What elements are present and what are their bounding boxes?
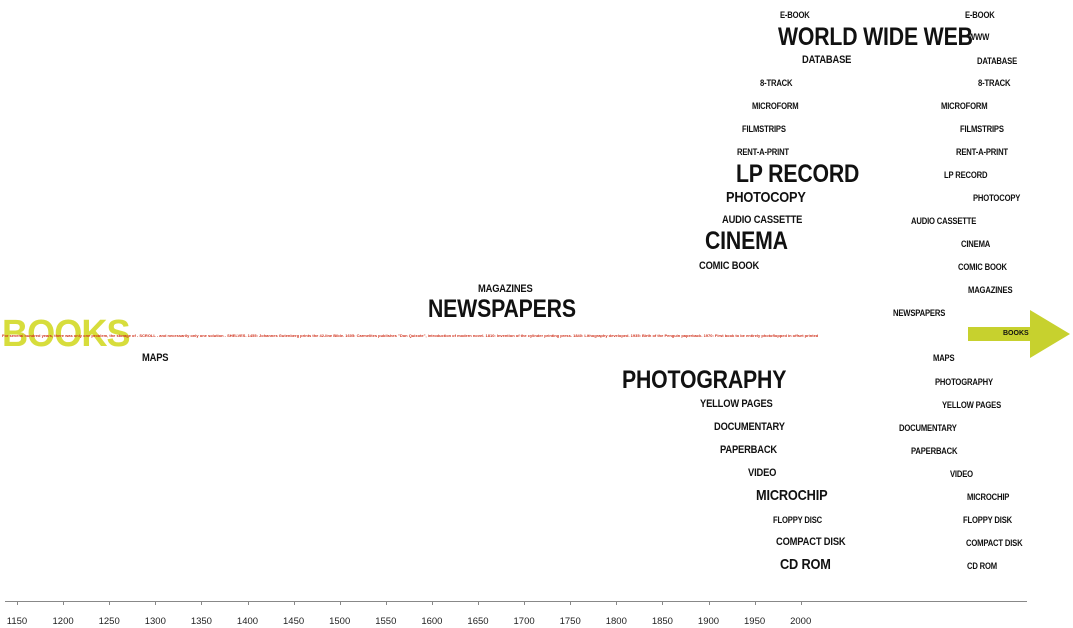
media-label: WORLD WIDE WEB	[778, 23, 973, 51]
media-label: COMPACT DISK	[776, 536, 846, 548]
timeline-year-label: 1700	[513, 616, 535, 627]
media-label: RENT-A-PRINT	[737, 147, 789, 157]
timeline-year-label: 1300	[144, 616, 166, 627]
media-label-right: MAPS	[933, 353, 955, 363]
media-label-right: RENT-A-PRINT	[956, 147, 1008, 157]
timeline-year-label: 1900	[697, 616, 720, 627]
media-label: LP RECORD	[736, 160, 860, 188]
timeline-tick	[385, 601, 387, 605]
timeline-tick	[662, 601, 664, 605]
media-label: DOCUMENTARY	[714, 421, 785, 433]
media-label-right: AUDIO CASSETTE	[911, 216, 977, 226]
media-label: NEWSPAPERS	[428, 295, 576, 323]
media-label: CD ROM	[780, 556, 831, 573]
books-arrow-label: BOOKS	[1003, 330, 1029, 337]
timeline-tick	[339, 601, 341, 605]
timeline-tick	[109, 601, 111, 605]
timeline-tick	[293, 601, 295, 605]
timeline-tick	[754, 601, 756, 605]
media-label-right: PHOTOGRAPHY	[935, 377, 993, 387]
timeline-tick	[63, 601, 65, 605]
timeline-year-label: 1800	[605, 616, 627, 627]
media-label-right: WWW	[968, 32, 990, 42]
media-label-right: DATABASE	[977, 56, 1018, 66]
media-label-right: FILMSTRIPS	[960, 124, 1004, 134]
timeline-tick	[524, 601, 526, 605]
media-label-right: MICROFORM	[941, 101, 988, 111]
media-label: MAPS	[142, 352, 169, 364]
media-label: CINEMA	[705, 227, 788, 255]
media-label: MICROFORM	[752, 101, 799, 111]
timeline-year-label: 1450	[283, 616, 305, 627]
media-label: AUDIO CASSETTE	[722, 214, 803, 226]
media-label-right: E-BOOK	[965, 10, 995, 20]
media-label: COMIC BOOK	[699, 260, 760, 272]
timeline-tick	[247, 601, 249, 605]
timeline-year-label: 1150	[6, 616, 28, 627]
books-timeline-text: For several hundred years, there was onl…	[2, 334, 819, 338]
timeline-year-label: 1350	[190, 616, 212, 627]
media-label: PHOTOCOPY	[726, 189, 806, 206]
media-label: MAGAZINES	[478, 283, 533, 295]
timeline-tick	[478, 601, 479, 605]
media-label: MICROCHIP	[756, 487, 828, 504]
timeline-year-label: 1200	[52, 616, 74, 627]
media-label-right: PAPERBACK	[911, 446, 958, 456]
media-label-right: COMPACT DISK	[966, 538, 1023, 548]
timeline-tick	[155, 601, 157, 605]
media-label: VIDEO	[748, 467, 777, 479]
books-title: BOOKS	[2, 313, 131, 355]
media-label-right: CINEMA	[961, 239, 991, 249]
media-label-right: MAGAZINES	[968, 285, 1013, 295]
timeline-year-label: 1750	[559, 616, 581, 627]
timeline-tick	[616, 601, 618, 605]
timeline-year-label: 1550	[375, 616, 397, 627]
timeline-year-label: 1600	[421, 616, 443, 627]
timeline-year-label: 1650	[467, 616, 489, 627]
timeline-axis	[5, 601, 1027, 602]
media-label: DATABASE	[802, 54, 852, 66]
timeline-year-label: 1250	[98, 616, 120, 627]
media-label-right: PHOTOCOPY	[973, 193, 1021, 203]
timeline-year-label: 1850	[651, 616, 673, 627]
media-label: E-BOOK	[780, 10, 810, 20]
media-label: 8-TRACK	[760, 78, 793, 88]
timeline-year-label: 1400	[236, 616, 259, 627]
media-label: FLOPPY DISC	[773, 515, 823, 525]
timeline-year-label: 2000	[790, 616, 812, 627]
media-label: YELLOW PAGES	[700, 398, 773, 410]
media-label-right: VIDEO	[950, 469, 973, 479]
timeline-year-label: 1500	[329, 616, 351, 627]
media-label-right: NEWSPAPERS	[893, 308, 946, 318]
timeline-year-label: 1950	[744, 616, 766, 627]
media-label-right: FLOPPY DISK	[963, 515, 1013, 525]
media-label-right: LP RECORD	[944, 170, 988, 180]
timeline-tick	[800, 601, 802, 605]
timeline-tick	[431, 601, 433, 605]
media-label-right: YELLOW PAGES	[942, 400, 1002, 410]
media-label-right: COMIC BOOK	[958, 262, 1007, 272]
media-label: PAPERBACK	[720, 444, 778, 456]
media-label-right: DOCUMENTARY	[899, 423, 957, 433]
media-label-right: MICROCHIP	[967, 492, 1010, 502]
media-label: PHOTOGRAPHY	[622, 366, 787, 394]
arrow-right-icon	[1030, 310, 1070, 358]
media-label-right: CD ROM	[967, 561, 998, 571]
media-label-right: 8-TRACK	[978, 78, 1011, 88]
timeline-tick	[708, 601, 710, 605]
media-label: FILMSTRIPS	[742, 124, 786, 134]
books-arrow-body	[968, 327, 1032, 341]
timeline-tick	[201, 601, 203, 605]
timeline-tick	[570, 601, 572, 605]
timeline-tick	[17, 601, 18, 605]
